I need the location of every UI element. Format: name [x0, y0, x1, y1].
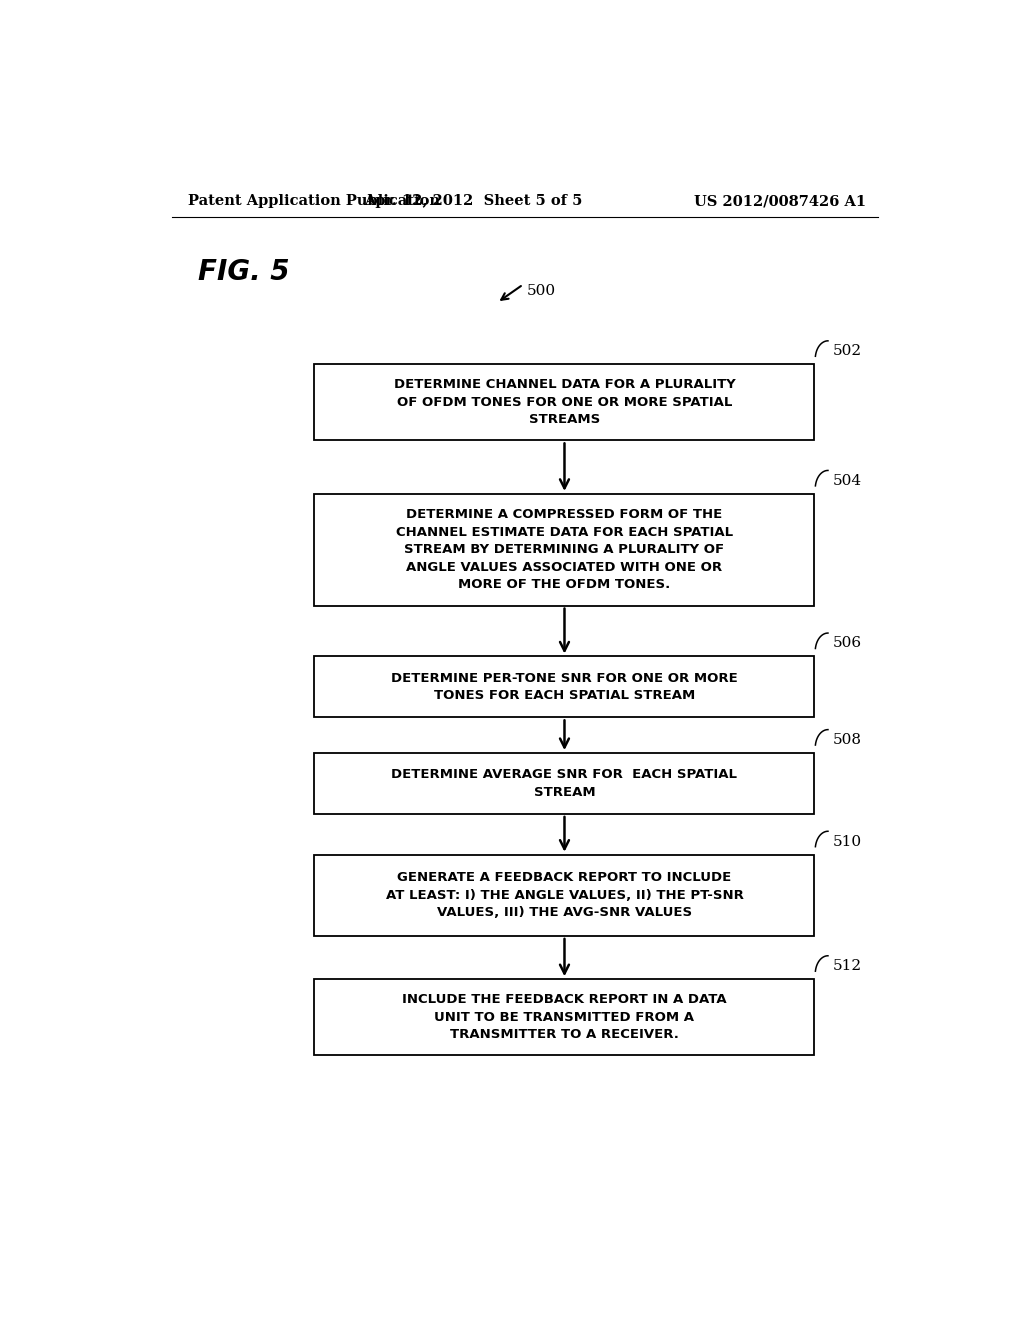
Text: INCLUDE THE FEEDBACK REPORT IN A DATA
UNIT TO BE TRANSMITTED FROM A
TRANSMITTER : INCLUDE THE FEEDBACK REPORT IN A DATA UN…: [402, 993, 727, 1041]
Text: 510: 510: [833, 834, 862, 849]
Text: 512: 512: [833, 960, 862, 973]
Text: 500: 500: [526, 284, 555, 297]
Bar: [314, 979, 814, 1056]
Text: Patent Application Publication: Patent Application Publication: [187, 194, 439, 209]
Text: GENERATE A FEEDBACK REPORT TO INCLUDE
AT LEAST: I) THE ANGLE VALUES, II) THE PT-: GENERATE A FEEDBACK REPORT TO INCLUDE AT…: [386, 871, 743, 919]
Text: Apr. 12, 2012  Sheet 5 of 5: Apr. 12, 2012 Sheet 5 of 5: [364, 194, 583, 209]
Text: 508: 508: [833, 733, 862, 747]
Bar: [314, 494, 814, 606]
Text: DETERMINE A COMPRESSED FORM OF THE
CHANNEL ESTIMATE DATA FOR EACH SPATIAL
STREAM: DETERMINE A COMPRESSED FORM OF THE CHANN…: [396, 508, 733, 591]
Text: DETERMINE PER-TONE SNR FOR ONE OR MORE
TONES FOR EACH SPATIAL STREAM: DETERMINE PER-TONE SNR FOR ONE OR MORE T…: [391, 672, 738, 702]
Text: DETERMINE CHANNEL DATA FOR A PLURALITY
OF OFDM TONES FOR ONE OR MORE SPATIAL
STR: DETERMINE CHANNEL DATA FOR A PLURALITY O…: [393, 379, 735, 426]
Bar: [314, 752, 814, 814]
Bar: [314, 656, 814, 718]
Text: FIG. 5: FIG. 5: [198, 259, 290, 286]
Text: 502: 502: [833, 345, 862, 358]
Bar: [314, 364, 814, 441]
Bar: [314, 854, 814, 936]
Text: US 2012/0087426 A1: US 2012/0087426 A1: [694, 194, 866, 209]
Text: 504: 504: [833, 474, 862, 487]
Text: 506: 506: [833, 636, 862, 651]
Text: DETERMINE AVERAGE SNR FOR  EACH SPATIAL
STREAM: DETERMINE AVERAGE SNR FOR EACH SPATIAL S…: [391, 768, 737, 799]
